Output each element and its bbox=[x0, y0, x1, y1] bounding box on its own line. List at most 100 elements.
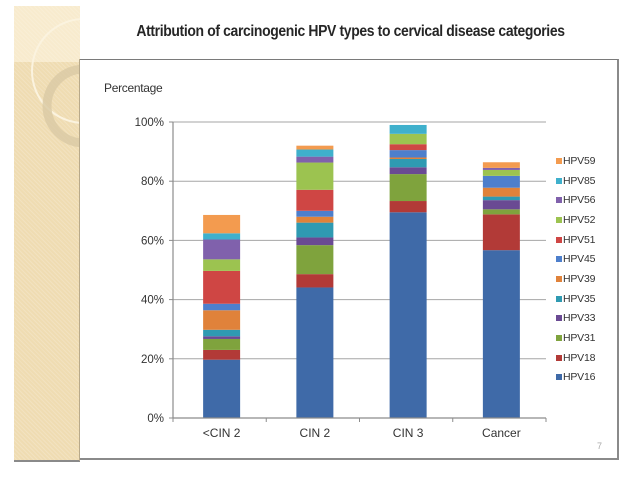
legend-item: HPV33 bbox=[556, 309, 616, 329]
bar-segment-hpv85 bbox=[203, 233, 241, 240]
legend-label: HPV59 bbox=[563, 154, 596, 167]
legend-swatch bbox=[556, 275, 562, 282]
bar-segment-hpv35 bbox=[203, 329, 241, 337]
y-tick-label: 100% bbox=[135, 117, 164, 129]
legend-item: HPV56 bbox=[556, 190, 616, 210]
x-category-label: CIN 3 bbox=[393, 426, 424, 440]
bar-segment-hpv33 bbox=[482, 200, 520, 210]
bar-segment-hpv31 bbox=[389, 174, 427, 202]
bar-segment-hpv18 bbox=[389, 201, 427, 213]
y-tick-label: 80% bbox=[141, 176, 164, 188]
legend-label: HPV18 bbox=[563, 351, 596, 364]
bar-segment-hpv39 bbox=[482, 187, 520, 197]
bar-segment-hpv59 bbox=[203, 214, 241, 234]
legend-swatch bbox=[556, 295, 562, 302]
legend-label: HPV85 bbox=[563, 174, 596, 187]
legend-label: HPV16 bbox=[563, 371, 596, 384]
legend-swatch bbox=[556, 236, 562, 243]
legend-swatch bbox=[556, 216, 562, 223]
bar-segment-hpv18 bbox=[203, 349, 241, 360]
x-category-label: CIN 2 bbox=[300, 426, 331, 440]
bar-segment-hpv85 bbox=[389, 124, 427, 134]
legend-label: HPV35 bbox=[563, 292, 596, 305]
bar-segment-hpv59 bbox=[482, 162, 520, 168]
bar-segment-hpv56 bbox=[203, 239, 241, 260]
legend-item: HPV59 bbox=[556, 151, 616, 171]
legend-item: HPV45 bbox=[556, 249, 616, 269]
bar-segment-hpv59 bbox=[296, 145, 334, 150]
legend-item: HPV39 bbox=[556, 269, 616, 289]
legend-label: HPV56 bbox=[563, 194, 596, 207]
bar-segment-hpv52 bbox=[203, 259, 241, 271]
bar-segment-hpv35 bbox=[296, 222, 334, 238]
legend-label: HPV39 bbox=[563, 272, 596, 285]
bar-segment-hpv31 bbox=[296, 245, 334, 275]
legend-item: HPV52 bbox=[556, 210, 616, 230]
bar-segment-hpv51 bbox=[389, 144, 427, 151]
legend-swatch bbox=[556, 315, 562, 322]
bar-segment-hpv39 bbox=[296, 216, 334, 223]
legend-label: HPV45 bbox=[563, 253, 596, 266]
bar-segment-hpv16 bbox=[296, 287, 334, 418]
decorative-side-panel bbox=[14, 6, 80, 462]
y-tick-label: 60% bbox=[141, 235, 164, 247]
bar-segment-hpv33 bbox=[389, 167, 427, 175]
y-axis-ticks: 0% 20% 40% 60% 80% 100% bbox=[135, 117, 173, 425]
x-category-label: <CIN 2 bbox=[203, 426, 241, 440]
y-tick-label: 20% bbox=[141, 354, 164, 366]
x-category-label: Cancer bbox=[482, 426, 521, 440]
bar-segment-hpv51 bbox=[203, 270, 241, 304]
bar-segment-hpv51 bbox=[296, 189, 334, 211]
legend-item: HPV16 bbox=[556, 368, 616, 388]
legend-item: HPV18 bbox=[556, 348, 616, 368]
x-axis-labels: <CIN 2 CIN 2 CIN 3 Cancer bbox=[203, 426, 521, 440]
bar-segment-hpv35 bbox=[389, 159, 427, 168]
legend-item: HPV85 bbox=[556, 171, 616, 191]
bar-segment-hpv33 bbox=[296, 237, 334, 246]
decorative-circles-icon bbox=[31, 18, 80, 148]
y-tick-label: 0% bbox=[147, 413, 164, 425]
legend-item: HPV51 bbox=[556, 230, 616, 250]
bar-segment-hpv33 bbox=[203, 336, 241, 339]
bar-segment-hpv52 bbox=[482, 169, 520, 176]
bar-segment-hpv18 bbox=[296, 274, 334, 288]
bar-segment-hpv45 bbox=[389, 150, 427, 158]
bar-segment-hpv56 bbox=[296, 156, 334, 163]
y-axis-title: Percentage bbox=[104, 81, 163, 95]
page-number: 7 bbox=[597, 441, 603, 451]
legend-label: HPV51 bbox=[563, 233, 596, 246]
axes bbox=[172, 122, 547, 422]
bar-segment-hpv45 bbox=[203, 303, 241, 311]
bar-segment-hpv18 bbox=[482, 214, 520, 251]
legend-swatch bbox=[556, 374, 562, 381]
slide-title: Attribution of carcinogenic HPV types to… bbox=[136, 23, 565, 40]
bars bbox=[203, 124, 520, 418]
bar-segment-hpv45 bbox=[296, 210, 334, 217]
legend-swatch bbox=[556, 256, 562, 263]
bar-segment-hpv52 bbox=[296, 162, 334, 190]
bar-segment-hpv16 bbox=[203, 359, 241, 418]
chart-frame-left-edge bbox=[79, 59, 80, 461]
legend-label: HPV31 bbox=[563, 332, 596, 345]
legend-swatch bbox=[556, 177, 562, 184]
bar-segment-hpv31 bbox=[482, 209, 520, 215]
bar-segment-hpv56 bbox=[482, 167, 520, 170]
legend-item: HPV35 bbox=[556, 289, 616, 309]
bar-segment-hpv39 bbox=[389, 157, 427, 159]
legend-item: HPV31 bbox=[556, 328, 616, 348]
bar-segment-hpv85 bbox=[296, 149, 334, 157]
y-tick-label: 40% bbox=[141, 295, 164, 307]
chart-frame bbox=[80, 59, 619, 460]
legend-label: HPV33 bbox=[563, 312, 596, 325]
bar-segment-hpv39 bbox=[203, 310, 241, 330]
panel-bottom-edge bbox=[14, 460, 80, 462]
bar-segment-hpv16 bbox=[389, 212, 427, 418]
bar-segment-hpv45 bbox=[482, 175, 520, 188]
bar-segment-hpv31 bbox=[203, 338, 241, 350]
bar-segment-hpv35 bbox=[482, 196, 520, 201]
legend-swatch bbox=[556, 354, 562, 361]
legend-label: HPV52 bbox=[563, 213, 596, 226]
legend-swatch bbox=[556, 157, 562, 164]
legend-swatch bbox=[556, 197, 562, 204]
